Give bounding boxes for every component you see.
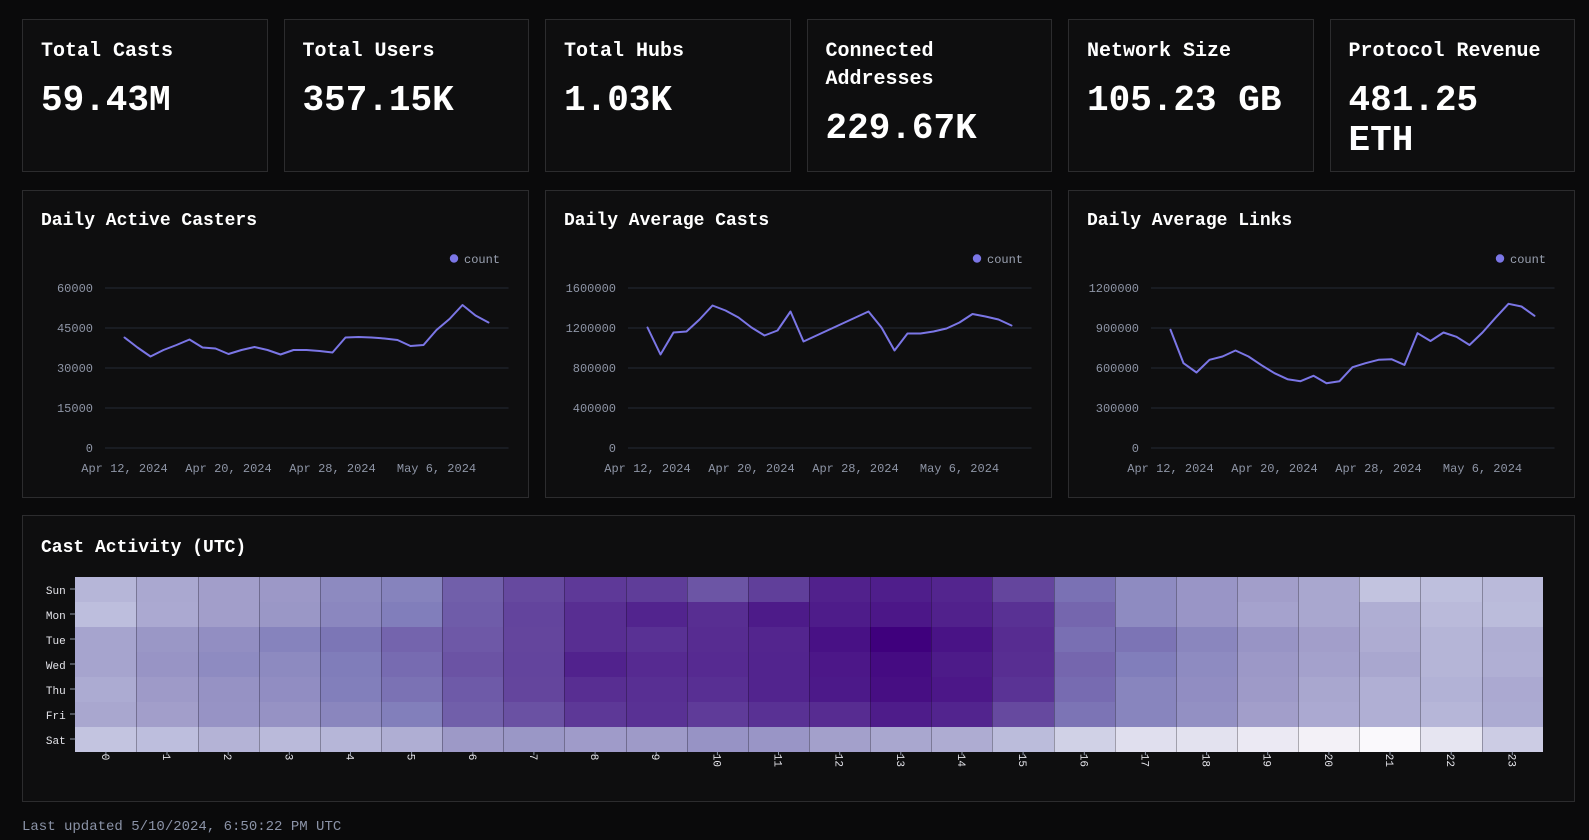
svg-text:May 6, 2024: May 6, 2024	[1443, 462, 1522, 476]
svg-text:10: 10	[709, 754, 721, 767]
svg-text:May 6, 2024: May 6, 2024	[397, 462, 476, 476]
svg-text:19: 19	[1260, 754, 1272, 767]
svg-text:17: 17	[1137, 754, 1149, 767]
svg-text:800000: 800000	[573, 362, 616, 376]
svg-text:1: 1	[159, 754, 171, 761]
svg-text:Sat: Sat	[46, 736, 66, 748]
svg-text:300000: 300000	[1096, 402, 1139, 416]
svg-text:23: 23	[1504, 754, 1516, 767]
svg-text:12: 12	[832, 754, 844, 767]
svg-text:400000: 400000	[573, 402, 616, 416]
svg-text:3: 3	[281, 754, 293, 761]
svg-text:11: 11	[771, 754, 783, 768]
svg-text:Apr 12, 2024: Apr 12, 2024	[1127, 462, 1213, 476]
svg-text:45000: 45000	[57, 322, 93, 336]
svg-text:15: 15	[1015, 754, 1027, 767]
svg-text:Thu: Thu	[46, 686, 66, 698]
svg-text:Sun: Sun	[46, 586, 66, 598]
svg-text:2: 2	[220, 754, 232, 761]
svg-text:6: 6	[465, 754, 477, 761]
svg-text:14: 14	[954, 754, 966, 768]
svg-text:20: 20	[1321, 754, 1333, 767]
svg-text:Apr 28, 2024: Apr 28, 2024	[812, 462, 898, 476]
svg-text:Tue: Tue	[46, 636, 66, 648]
svg-text:0: 0	[86, 442, 93, 456]
svg-text:0: 0	[1132, 442, 1139, 456]
svg-text:22: 22	[1443, 754, 1455, 767]
svg-text:16: 16	[1076, 754, 1088, 767]
svg-text:13: 13	[893, 754, 905, 767]
svg-text:9: 9	[648, 754, 660, 761]
svg-text:Apr 12, 2024: Apr 12, 2024	[81, 462, 167, 476]
svg-text:Apr 28, 2024: Apr 28, 2024	[289, 462, 375, 476]
svg-text:8: 8	[587, 754, 599, 761]
svg-text:May 6, 2024: May 6, 2024	[920, 462, 999, 476]
svg-text:Wed: Wed	[46, 661, 66, 673]
svg-text:900000: 900000	[1096, 322, 1139, 336]
svg-text:18: 18	[1199, 754, 1211, 767]
svg-text:4: 4	[343, 754, 355, 761]
svg-text:0: 0	[609, 442, 616, 456]
svg-text:Apr 12, 2024: Apr 12, 2024	[604, 462, 690, 476]
svg-text:30000: 30000	[57, 362, 93, 376]
svg-text:Apr 28, 2024: Apr 28, 2024	[1335, 462, 1421, 476]
svg-text:1600000: 1600000	[566, 282, 616, 296]
svg-text:count: count	[1510, 253, 1546, 267]
svg-text:21: 21	[1382, 754, 1394, 768]
svg-text:Mon: Mon	[46, 611, 66, 623]
svg-text:Fri: Fri	[46, 711, 66, 723]
svg-text:count: count	[464, 253, 500, 267]
svg-text:count: count	[987, 253, 1023, 267]
svg-text:0: 0	[98, 754, 110, 761]
svg-text:Apr 20, 2024: Apr 20, 2024	[185, 462, 271, 476]
svg-text:1200000: 1200000	[1089, 282, 1139, 296]
svg-text:Apr 20, 2024: Apr 20, 2024	[1231, 462, 1317, 476]
svg-text:600000: 600000	[1096, 362, 1139, 376]
svg-text:5: 5	[404, 754, 416, 761]
svg-text:7: 7	[526, 754, 538, 761]
svg-text:60000: 60000	[57, 282, 93, 296]
svg-text:15000: 15000	[57, 402, 93, 416]
svg-text:1200000: 1200000	[566, 322, 616, 336]
svg-text:Apr 20, 2024: Apr 20, 2024	[708, 462, 794, 476]
